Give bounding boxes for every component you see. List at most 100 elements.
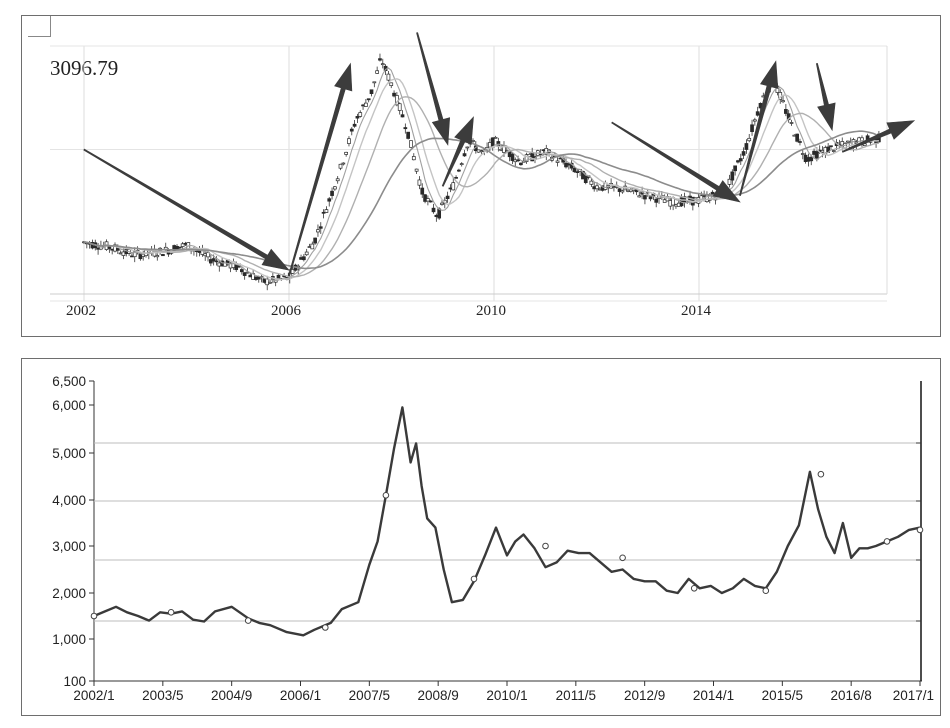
y-tick-label: 2,000 [52,586,86,601]
candle-body [389,82,394,86]
candle-body [400,114,405,118]
candle-body [132,251,137,258]
candle-body [177,246,182,249]
candle-body [330,190,334,196]
x-tick-label: 2006 [271,303,302,319]
candle-body [242,272,247,276]
data-point-marker [817,470,825,478]
candle-body [211,258,216,262]
y-tick-label: 4,000 [52,493,86,508]
candle-body [465,146,470,149]
y-tick-label: 6,500 [52,374,86,389]
candle-body [471,140,475,142]
candle-body [302,256,306,261]
candle-body [318,226,323,229]
bottom-chart-panel: 100 1,000 2,000 3,000 4,000 5,000 6,000 6,500 20… [21,358,941,716]
candle-body [358,112,363,117]
candle-body [462,153,467,157]
x-tick-label: 2011/5 [556,688,596,703]
candle-body [392,92,396,97]
candle-body [738,158,743,162]
candle-body [730,171,735,181]
candle-body [378,58,382,61]
candle-body [798,141,802,143]
index-line [93,406,921,637]
trend-arrow-rise [739,60,779,196]
candle-body [386,73,391,81]
trend-arrow-decline [611,121,741,203]
data-point-marker [470,575,478,583]
x-tick-label: 2007/5 [349,688,390,703]
trend-arrow-rise [441,116,474,187]
candle-body [595,185,599,190]
candle-body [355,116,360,119]
candle-body [459,163,464,165]
data-point-marker [883,538,891,545]
candle-body [846,140,850,143]
trend-arrow-rise [288,62,353,277]
candle-body [789,122,794,124]
candle-body [327,198,332,202]
top-chart-panel: 3096.79 2002 2006 2010 2014 [21,15,941,337]
data-point-marker [244,617,252,624]
candle-body [654,198,659,203]
data-point-marker [762,587,770,594]
candle-body [736,160,740,163]
candle-body [347,138,351,144]
candle-body [620,190,625,193]
candle-body [457,169,461,172]
candle-body [414,168,419,172]
candle-body [214,260,219,263]
candle-body [451,182,456,191]
candle-body [341,162,346,165]
candle-body [784,109,788,114]
x-tick-label: 2002 [66,303,96,319]
candle-body [733,165,737,172]
y-tick-label: 1,000 [52,632,86,647]
candle-body [519,162,523,166]
data-point-marker [542,542,549,550]
x-tick-label: 2014/1 [693,688,734,703]
candle-body [375,70,379,74]
data-point-marker [382,492,390,499]
candle-body [831,150,836,152]
candle-body [493,136,498,139]
x-tick-label: 2014 [681,303,712,319]
candle-body [304,251,309,256]
candle-body [411,156,416,161]
data-point-marker [322,624,329,631]
x-tick-label: 2017/1 [893,688,934,703]
trend-arrow-decline [416,32,451,146]
candle-body [397,103,402,111]
data-point-marker [167,609,175,616]
x-tick-label: 2004/9 [211,688,252,703]
candle-body [727,178,732,185]
candle-body [276,274,281,279]
y-tick-label: 5,000 [52,446,86,461]
candle-body [352,123,357,127]
candle-body [572,167,577,173]
candle-body [107,246,112,249]
candle-body [431,207,436,213]
x-tick-label: 2006/1 [280,688,321,703]
candle-body [428,200,433,203]
candle-body [372,81,377,84]
candle-body [268,281,272,284]
data-point-marker [619,554,626,562]
candle-body [423,194,427,202]
candle-body [555,160,560,163]
candle-body [829,145,833,148]
candle-body [113,244,117,252]
candle-body [333,186,337,190]
candle-body [403,127,408,130]
candle-body [417,179,422,186]
data-point-marker [916,526,924,534]
candle-body [409,140,413,148]
candle-body [454,177,458,179]
trend-arrow-decline [815,63,836,132]
x-tick-label: 2002/1 [73,688,114,703]
candle-body [369,89,374,95]
x-tick-label: 2010 [476,303,506,319]
x-tick-label: 2015/5 [762,688,803,703]
candle-body [750,124,754,132]
